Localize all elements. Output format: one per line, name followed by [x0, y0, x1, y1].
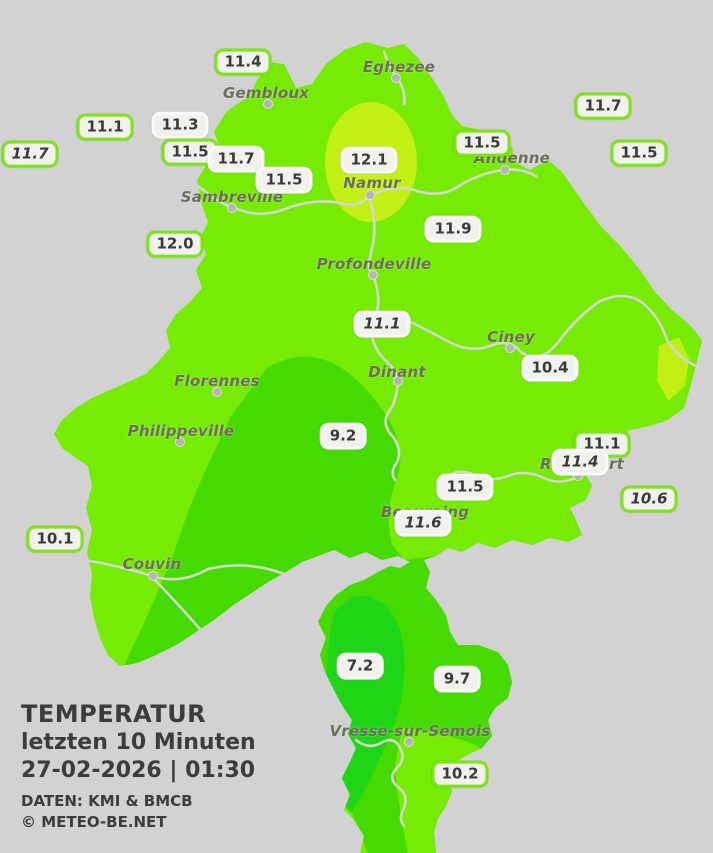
- river-lesse: [447, 470, 582, 483]
- city-dot-andenne: [500, 165, 510, 175]
- city-dot-dinant: [393, 376, 403, 386]
- temperature-badge: 12.1: [340, 146, 398, 174]
- river-meuse-east: [367, 168, 538, 198]
- temperature-badge: 10.6: [620, 485, 678, 513]
- temperature-badge: 11.7: [207, 145, 265, 173]
- city-label-profondeville: Profondeville: [316, 255, 432, 273]
- city-label-dinant: Dinant: [368, 363, 426, 381]
- temperature-badge: 11.1: [353, 310, 411, 338]
- city-label-gembloux: Gembloux: [222, 84, 310, 102]
- temperature-badge: 10.4: [521, 354, 579, 382]
- temperature-badge: 11.6: [394, 509, 452, 537]
- city-dot-sambreville: [227, 203, 237, 213]
- city-dot-gembloux: [263, 99, 273, 109]
- city-dot-florennes: [212, 387, 222, 397]
- city-dot-couvin: [148, 571, 158, 581]
- temperature-badge: 11.7: [574, 92, 632, 120]
- temperature-badge: 9.2: [319, 422, 367, 450]
- temperature-zone-cool: [124, 356, 532, 853]
- temperature-badge: 11.5: [436, 473, 494, 501]
- temperature-badge: 11.9: [424, 215, 482, 243]
- temperature-badge: 11.3: [151, 111, 209, 139]
- temperature-badge: 10.1: [26, 525, 84, 553]
- map-datetime: 27-02-2026 | 01:30: [21, 757, 256, 783]
- city-label-sambreville: Sambreville: [180, 188, 284, 206]
- temperature-badge: 10.2: [431, 760, 489, 788]
- temperature-badge: 11.4: [551, 448, 609, 476]
- city-label-philippeville: Philippeville: [127, 422, 235, 440]
- city-label-couvin: Couvin: [122, 555, 182, 573]
- city-label-vresse-sur-semois: Vresse-sur-Semois: [329, 722, 491, 740]
- data-source: DATEN: KMI & BMCB: [21, 791, 193, 810]
- map-title: TEMPERATUR: [21, 700, 207, 728]
- title-block: TEMPERATUR letzten 10 Minuten 27-02-2026…: [21, 700, 256, 833]
- temperature-zone-mild-tail: [395, 728, 480, 853]
- temperature-badge: 7.2: [336, 652, 384, 680]
- temperature-zone-warm-east: [657, 337, 689, 401]
- city-dot-philippeville: [175, 437, 185, 447]
- city-label-florennes: Florennes: [174, 372, 260, 390]
- temperature-badge: 9.7: [433, 665, 481, 693]
- temperature-badge: 11.5: [255, 166, 313, 194]
- temperature-badge: 11.7: [1, 140, 59, 168]
- temperature-badge: 11.4: [214, 48, 272, 76]
- river-bocq: [400, 294, 702, 371]
- city-dot-profondeville: [368, 270, 378, 280]
- city-label-namur: Namur: [343, 174, 401, 192]
- river-meuse-south: [367, 194, 401, 482]
- temperature-badge: 11.5: [453, 129, 511, 157]
- temperature-badge: 12.0: [146, 230, 204, 258]
- temperature-badge: 11.5: [610, 139, 668, 167]
- temperature-badge: 11.1: [76, 113, 134, 141]
- city-label-eghezee: Eghezee: [362, 58, 436, 76]
- copyright: © METEO-BE.NET: [21, 812, 167, 831]
- city-label-ciney: Ciney: [487, 328, 535, 346]
- city-dot-vresse-sur-semois: [404, 737, 414, 747]
- map-subtitle: letzten 10 Minuten: [21, 729, 256, 755]
- city-dot-ciney: [505, 343, 515, 353]
- river-semois: [354, 738, 407, 828]
- city-dot-eghezee: [391, 73, 401, 83]
- city-dot-namur: [365, 190, 375, 200]
